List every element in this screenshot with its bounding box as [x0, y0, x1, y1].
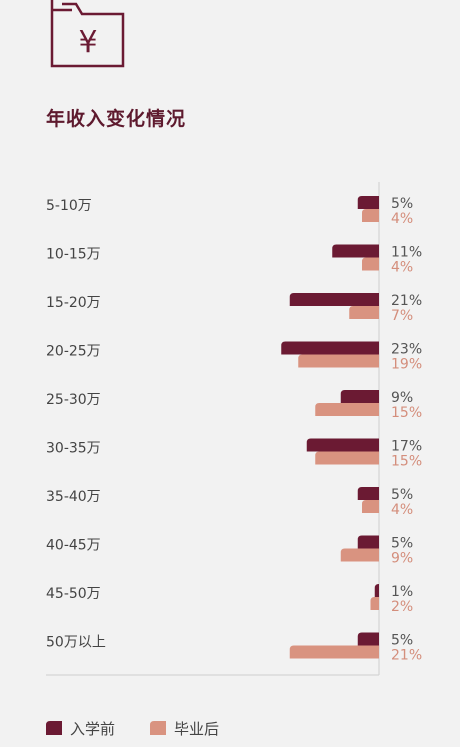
bar-after — [370, 597, 379, 610]
bar-before — [357, 632, 379, 646]
value-label-before: 5% — [391, 487, 413, 503]
bar-before — [357, 196, 379, 209]
value-label-before: 17% — [391, 439, 422, 455]
legend-swatch-before — [46, 721, 62, 735]
bar-after — [315, 403, 379, 416]
bar-after — [349, 306, 379, 319]
category-label: 30-35万 — [46, 441, 101, 457]
value-label-before: 9% — [391, 390, 413, 406]
category-label: 10-15万 — [46, 247, 101, 263]
bar-before — [281, 341, 379, 355]
value-label-after: 15% — [391, 454, 422, 470]
bar-before — [357, 487, 379, 500]
value-label-after: 4% — [391, 211, 413, 227]
value-label-before: 11% — [391, 245, 422, 261]
value-label-after: 21% — [391, 648, 422, 664]
value-label-after: 4% — [391, 260, 413, 276]
category-label: 5-10万 — [46, 198, 92, 214]
bar-after — [362, 257, 379, 271]
bar-before — [340, 390, 379, 403]
bar-before — [374, 584, 379, 597]
value-label-after: 2% — [391, 599, 413, 615]
legend-label-before: 入学前 — [70, 720, 115, 738]
value-label-before: 5% — [391, 536, 413, 552]
value-label-after: 19% — [391, 357, 422, 373]
bar-after — [289, 645, 379, 659]
category-label: 20-25万 — [46, 344, 101, 360]
value-label-before: 5% — [391, 633, 413, 649]
category-label: 45-50万 — [46, 586, 101, 602]
bar-after — [298, 354, 379, 368]
yen-glyph: ¥ — [78, 25, 97, 60]
category-label: 50万以上 — [46, 635, 106, 651]
category-label: 40-45万 — [46, 538, 101, 554]
value-label-before: 23% — [391, 342, 422, 358]
value-label-after: 7% — [391, 308, 413, 324]
bar-after — [315, 451, 379, 465]
value-label-after: 15% — [391, 405, 422, 421]
category-label: 25-30万 — [46, 392, 101, 408]
legend-label-after: 毕业后 — [174, 720, 219, 738]
bar-after — [362, 500, 379, 513]
legend-swatch-after — [150, 721, 166, 735]
folder-yen-icon: ¥ — [50, 0, 125, 68]
value-label-after: 4% — [391, 502, 413, 518]
value-label-before: 21% — [391, 293, 422, 309]
value-label-before: 5% — [391, 196, 413, 212]
bar-before — [332, 244, 379, 258]
value-label-before: 1% — [391, 584, 413, 600]
category-label: 35-40万 — [46, 489, 101, 505]
bar-before — [306, 438, 379, 452]
bar-before — [357, 535, 379, 549]
category-label: 15-20万 — [46, 295, 101, 311]
bar-after — [362, 209, 379, 222]
chart-title: 年收入变化情况 — [46, 108, 187, 130]
bar-before — [289, 293, 379, 306]
value-label-after: 9% — [391, 551, 413, 567]
bar-after — [340, 548, 379, 562]
